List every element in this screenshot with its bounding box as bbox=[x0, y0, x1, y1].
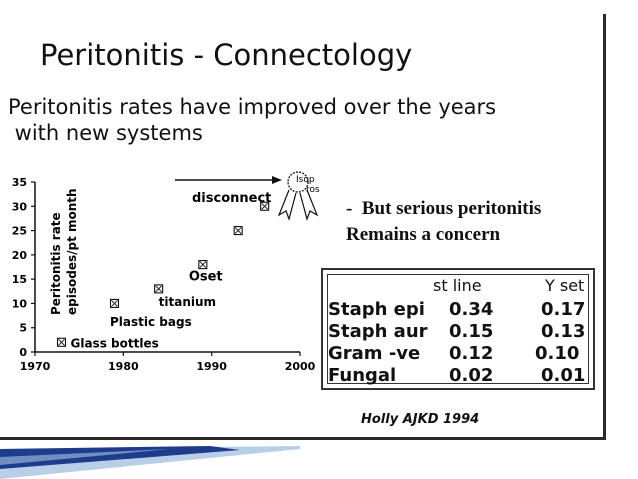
data-points: Glass bottles titanium Oset bbox=[56, 201, 270, 350]
row-name: Staph aur bbox=[328, 321, 428, 342]
data-point-cross bbox=[111, 300, 118, 307]
row-y-set: 0.17 bbox=[541, 299, 586, 320]
data-point bbox=[109, 298, 120, 308]
y-tick-label: 15 bbox=[12, 273, 27, 286]
table-row: Gram -ve 0.12 0.10 bbox=[323, 343, 593, 365]
data-point-label: Oset bbox=[189, 270, 223, 285]
y-tick-label: 5 bbox=[19, 322, 27, 335]
table-row: Staph epi 0.34 0.17 bbox=[323, 299, 593, 321]
peritonitis-rate-chart: 0 5 10 15 20 25 30 35 1970 1980 1990 2000 Glass bo… bbox=[12, 171, 320, 373]
data-point: Glass bottles bbox=[56, 336, 159, 350]
ribbon-award-icon: Isop ros bbox=[277, 171, 320, 221]
citation: Holly AJKD 1994 bbox=[361, 412, 480, 427]
x-tick-label: 1970 bbox=[20, 360, 51, 373]
concern-note: - But serious peritonitis Remains a conc… bbox=[346, 196, 541, 248]
x-tick-label: 2000 bbox=[285, 360, 316, 373]
data-point: titanium bbox=[154, 284, 216, 309]
table-row: Staph aur 0.15 0.13 bbox=[323, 321, 593, 343]
annotation-plastic-bags: Plastic bags bbox=[110, 315, 192, 329]
data-point-cross bbox=[261, 202, 268, 210]
y-axis-label-2: episodes/pt month bbox=[65, 188, 79, 315]
data-point-cross bbox=[155, 285, 162, 293]
y-axis-label-1: Peritonitis rate bbox=[49, 212, 63, 315]
data-point-cross bbox=[199, 261, 207, 268]
row-name: Staph epi bbox=[328, 299, 425, 320]
column-header-y-set: Y set bbox=[545, 276, 585, 295]
y-tick-label: 20 bbox=[12, 249, 28, 262]
subtitle-line-2: with new systems bbox=[8, 121, 203, 145]
footer-swoosh bbox=[0, 446, 300, 479]
row-y-set: 0.13 bbox=[541, 321, 586, 342]
data-point-label: Glass bottles bbox=[71, 336, 159, 350]
slide-subtitle: Peritonitis rates have improved over the… bbox=[8, 94, 496, 146]
data-point-cross bbox=[58, 338, 65, 346]
table-row: Fungal 0.02 0.01 bbox=[323, 365, 593, 387]
y-tick-label: 0 bbox=[19, 346, 27, 359]
concern-line-1: - But serious peritonitis bbox=[346, 198, 542, 219]
row-y-set: 0.10 bbox=[535, 343, 580, 364]
y-ticks: 0 5 10 15 20 25 30 35 bbox=[12, 176, 35, 359]
y-tick-label: 10 bbox=[12, 297, 28, 310]
row-st-line: 0.12 bbox=[449, 343, 494, 364]
disconnect-arrow bbox=[175, 176, 282, 184]
y-tick-label: 30 bbox=[12, 200, 28, 213]
row-name: Gram -ve bbox=[328, 343, 421, 364]
row-st-line: 0.34 bbox=[449, 299, 494, 320]
slide-border-right bbox=[603, 14, 606, 439]
x-tick-label: 1990 bbox=[196, 360, 227, 373]
chart-axes bbox=[34, 182, 300, 353]
data-point bbox=[233, 226, 243, 236]
data-point bbox=[260, 201, 270, 211]
data-point: Oset bbox=[189, 260, 223, 285]
y-tick-label: 35 bbox=[12, 176, 27, 189]
subtitle-line-1: Peritonitis rates have improved over the… bbox=[8, 95, 497, 119]
concern-line-2: Remains a concern bbox=[346, 224, 501, 245]
table-header-row: st line Y set bbox=[323, 276, 593, 298]
row-y-set: 0.01 bbox=[541, 365, 586, 386]
annotation-disconnect: disconnect bbox=[192, 191, 271, 206]
row-st-line: 0.02 bbox=[449, 365, 494, 386]
table-inner-border bbox=[327, 274, 589, 384]
x-ticks: 1970 1980 1990 2000 bbox=[20, 352, 316, 373]
slide-title: Peritonitis - Connectology bbox=[40, 38, 413, 72]
column-header-st-line: st line bbox=[433, 276, 482, 295]
pathogen-rate-table: st line Y set Staph epi 0.34 0.17 Staph … bbox=[321, 268, 595, 390]
x-tick-label: 1980 bbox=[108, 360, 139, 373]
footer-swoosh-mid bbox=[0, 449, 170, 465]
data-point-label: titanium bbox=[159, 295, 216, 309]
y-tick-label: 25 bbox=[12, 225, 27, 238]
footer-swoosh-dark bbox=[0, 446, 240, 469]
ribbon-text-1: Isop bbox=[296, 175, 315, 185]
row-name: Fungal bbox=[328, 365, 397, 386]
data-point-cross bbox=[234, 227, 242, 234]
ribbon-text-2: ros bbox=[306, 185, 320, 195]
slide-border-bottom bbox=[0, 437, 606, 440]
row-st-line: 0.15 bbox=[449, 321, 494, 342]
